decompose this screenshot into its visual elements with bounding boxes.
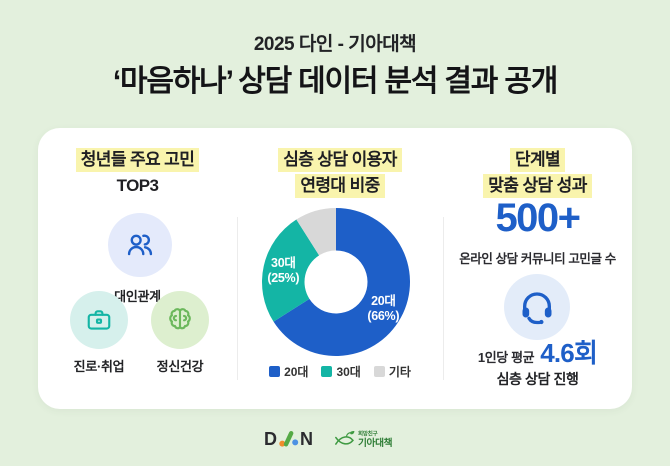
panel-heading-results: 단계별 맞춤 상담 성과	[443, 148, 632, 198]
headset-icon	[522, 292, 552, 325]
column-divider-left	[237, 217, 238, 380]
concern-label-career: 진로·취업	[73, 359, 125, 374]
legend-swatch	[269, 366, 281, 377]
donut-slice-30대	[262, 219, 320, 322]
dain-logo: D N	[264, 429, 313, 449]
heading-highlighted-line: 심층 상담 이용자	[278, 148, 402, 172]
brain-icon	[169, 308, 191, 330]
kfhi-logo-small-text: 희망친구	[358, 430, 378, 438]
subtitle: 2025 다인 - 기아대책	[253, 34, 417, 55]
people-icon	[127, 234, 153, 256]
career-icon-circle	[70, 291, 128, 349]
relationships-icon-circle	[108, 213, 172, 277]
average-prefix: 1인당 평균	[477, 350, 535, 365]
donut-slice-20대	[273, 208, 410, 356]
stat-value: 500+	[495, 196, 581, 240]
panel-heading-concerns: 청년들 주요 고민 TOP3	[38, 148, 237, 198]
average-value: 4.6회	[540, 338, 598, 368]
heading-highlighted-line: 연령대 비중	[295, 174, 385, 198]
heading-highlighted-line: 맞춤 상담 성과	[483, 174, 592, 198]
footer-logos: D N 희망친구 기아대책	[0, 425, 670, 452]
kfhi-logo: 희망친구 기아대책	[335, 430, 393, 449]
panel-heading-ages: 심층 상담 이용자 연령대 비중	[237, 148, 443, 198]
dain-orange-dot	[279, 440, 286, 447]
stat-caption: 온라인 상담 커뮤니티 고민글 수	[459, 252, 616, 266]
concern-label-relationships: 대인관계	[114, 289, 161, 304]
page-title: ‘마음하나’ 상담 데이터 분석 결과 공개	[112, 65, 558, 98]
dain-letter-n: N	[300, 429, 313, 449]
legend-label: 기타	[388, 365, 411, 379]
average-caption: 심층 상담 진행	[496, 371, 579, 387]
legend-label: 20대	[284, 365, 309, 379]
briefcase-icon	[87, 310, 111, 330]
heading-plain-line: TOP3	[116, 176, 159, 195]
column-divider-right	[443, 217, 444, 380]
age-legend: 20대 30대 기타	[237, 363, 443, 380]
headset-icon-circle	[504, 274, 570, 340]
heading-highlighted-line: 청년들 주요 고민	[75, 148, 200, 172]
average-sessions-line: 1인당 평균 4.6회	[443, 333, 632, 370]
kfhi-logo-big-text: 기아대책	[358, 436, 393, 449]
legend-item: 20대	[269, 363, 308, 380]
legend-item: 기타	[373, 363, 411, 380]
legend-swatch	[373, 366, 385, 377]
dain-blue-dot	[292, 438, 299, 445]
legend-item: 30대	[321, 363, 361, 380]
age-donut-chart: 20대 (66%) 30대 (25%)	[262, 208, 410, 356]
donut-slice-기타	[296, 208, 336, 256]
concern-label-mental-health: 정신건강	[156, 359, 204, 374]
slice-label: 30대 (25%)	[267, 256, 299, 285]
fish-icon	[335, 436, 354, 445]
dain-green-slash	[283, 430, 294, 447]
leaf-stem	[345, 432, 351, 438]
legend-swatch	[321, 366, 333, 377]
legend-label: 30대	[336, 365, 361, 379]
leaf-icon	[349, 431, 355, 435]
slice-label: 20대 (66%)	[367, 294, 399, 323]
mental-health-icon-circle	[151, 291, 209, 349]
dain-letter-d: D	[264, 429, 277, 449]
heading-highlighted-line: 단계별	[509, 148, 566, 172]
